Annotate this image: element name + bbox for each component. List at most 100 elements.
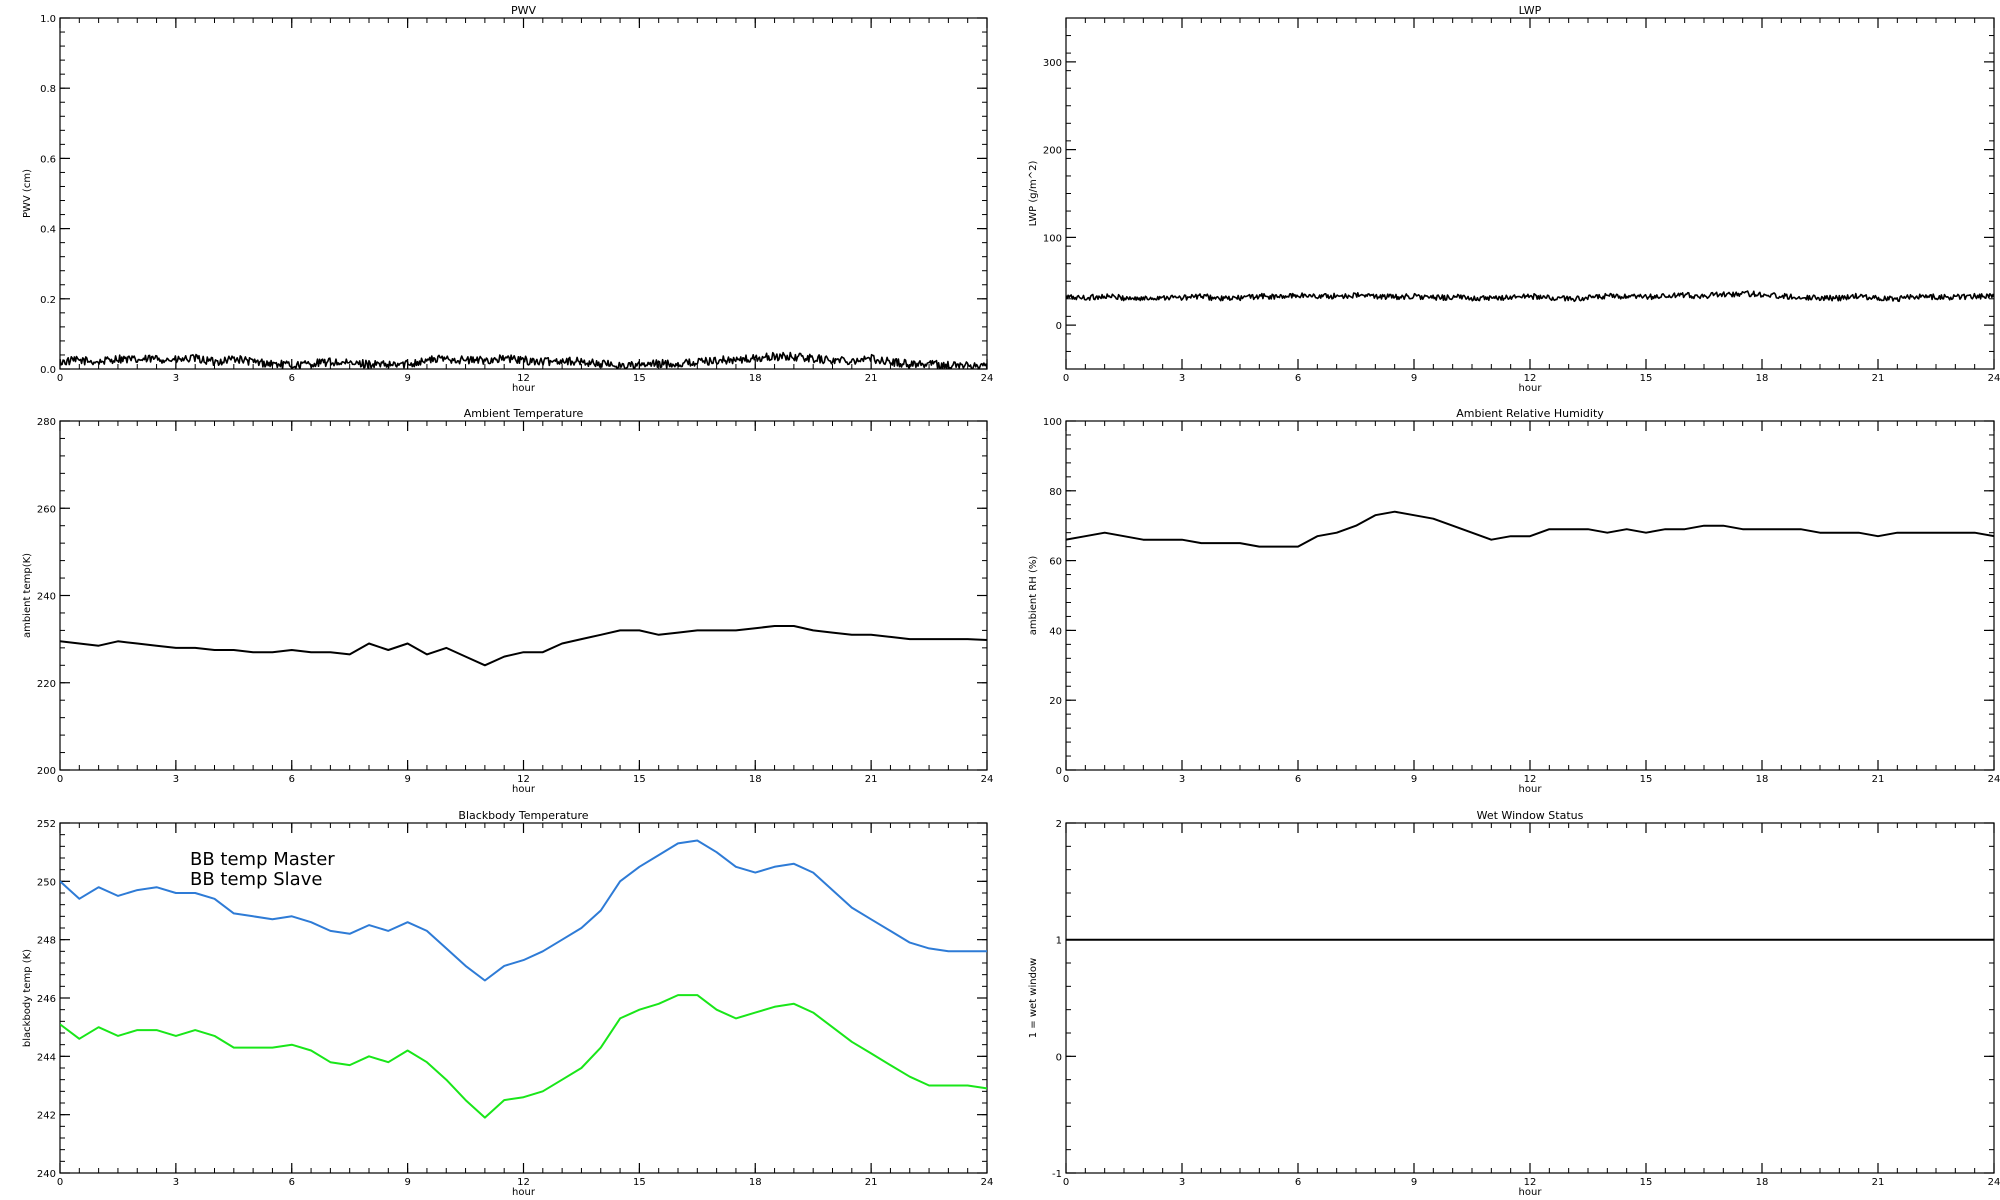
y-tick-label: 200 (1043, 146, 1062, 157)
x-tick-label: 21 (1872, 774, 1885, 785)
x-tick-label: 9 (404, 1177, 410, 1188)
y-tick-label: 200 (37, 766, 56, 777)
y-tick-label: 20 (1049, 696, 1062, 707)
x-tick-label: 9 (1411, 774, 1417, 785)
x-tick-label: 15 (633, 1177, 646, 1188)
x-tick-label: 0 (1063, 774, 1069, 785)
chart-title: Wet Window Status (1477, 809, 1584, 822)
x-tick-label: 15 (1640, 1177, 1653, 1188)
y-tick-label: 1 (1056, 936, 1062, 947)
x-tick-label: 12 (1524, 1177, 1537, 1188)
plot-frame (59, 17, 988, 370)
y-axis-label: blackbody temp (K) (22, 949, 33, 1047)
x-tick-label: 21 (865, 774, 878, 785)
chart-panel-4: 0 3 6 9 12 15 18 21 24 0 20 40 60 80 100 Ambient Relati… (1028, 407, 2000, 795)
x-tick-label: 12 (517, 774, 530, 785)
y-tick-label: 0.4 (40, 225, 56, 236)
y-tick-label: 244 (37, 1052, 56, 1063)
x-tick-label: 24 (1988, 373, 2000, 384)
chart-title: Ambient Relative Humidity (1456, 407, 1604, 420)
y-tick-label: 40 (1049, 626, 1062, 637)
x-tick-label: 3 (1179, 774, 1185, 785)
series-group (1066, 510, 1994, 548)
chart-title: Ambient Temperature (464, 407, 584, 420)
y-tick-label: 248 (37, 936, 56, 947)
x-axis-label: hour (1519, 784, 1543, 795)
x-tick-label: 6 (1295, 774, 1301, 785)
y-tick-label: 250 (37, 877, 56, 888)
x-tick-label: 12 (517, 373, 530, 384)
x-tick-label: 24 (981, 1177, 994, 1188)
chart-panel-3: 0 3 6 9 12 15 18 21 24 200 220 240 260 280 Ambient Tem… (22, 407, 993, 795)
x-tick-label: 3 (173, 373, 179, 384)
x-tick-label: 0 (57, 1177, 63, 1188)
y-tick-label: 100 (1043, 417, 1062, 428)
x-tick-label: 24 (981, 373, 994, 384)
series-group (60, 625, 987, 667)
series-line-bb-temp-master (60, 839, 987, 982)
chart-panel-5: 0 3 6 9 12 15 18 21 24 240 242 244 246 248 250 252 Black… (22, 809, 993, 1198)
plot-frame (1065, 420, 1995, 771)
series-group (60, 839, 987, 982)
x-tick-label: 12 (517, 1177, 530, 1188)
y-tick-label: 0.6 (40, 154, 56, 165)
plot-frame (1065, 822, 1995, 1174)
x-axis-label: hour (512, 383, 536, 394)
y-tick-label: -1 (1052, 1169, 1062, 1180)
x-tick-label: 0 (57, 373, 63, 384)
chart-title: Blackbody Temperature (458, 809, 588, 822)
y-tick-label: 280 (37, 417, 56, 428)
y-tick-label: 0.8 (40, 84, 56, 95)
y-tick-label: 100 (1043, 233, 1062, 244)
x-tick-label: 18 (749, 774, 762, 785)
series-group (60, 994, 987, 1119)
x-tick-label: 12 (1524, 373, 1537, 384)
x-tick-label: 18 (1756, 774, 1769, 785)
x-tick-label: 6 (1295, 373, 1301, 384)
series-line (60, 351, 987, 369)
y-tick-label: 0.2 (40, 295, 56, 306)
x-tick-label: 0 (1063, 373, 1069, 384)
series-line (1066, 290, 1994, 303)
x-tick-label: 3 (1179, 1177, 1185, 1188)
chart-title: PWV (511, 4, 537, 17)
series-line-bb-temp-slave (60, 994, 987, 1119)
y-tick-label: 0 (1056, 766, 1062, 777)
x-tick-label: 18 (1756, 373, 1769, 384)
y-tick-label: 240 (37, 592, 56, 603)
x-tick-label: 9 (404, 373, 410, 384)
x-tick-label: 24 (1988, 1177, 2000, 1188)
y-axis-label: 1 = wet window (1028, 958, 1039, 1038)
series-group (60, 351, 987, 369)
x-tick-label: 15 (633, 373, 646, 384)
y-tick-label: 0 (1056, 1052, 1062, 1063)
chart-title: LWP (1519, 4, 1542, 17)
y-axis-label: LWP (g/m^2) (1028, 161, 1039, 227)
y-tick-label: 300 (1043, 58, 1062, 69)
x-axis-label: hour (512, 784, 536, 795)
chart-panel-2: 0 3 6 9 12 15 18 21 24 0 100 200 300 LWP hour LWP (g/m^… (1028, 4, 2000, 394)
legend-entry: BB temp Slave (190, 869, 322, 890)
plot-frame (59, 420, 988, 771)
x-tick-label: 21 (865, 373, 878, 384)
y-tick-label: 0.0 (40, 365, 56, 376)
x-axis-label: hour (1519, 383, 1543, 394)
y-tick-label: 242 (37, 1111, 56, 1122)
x-tick-label: 9 (404, 774, 410, 785)
x-tick-label: 15 (633, 774, 646, 785)
x-axis-label: hour (512, 1187, 536, 1198)
x-tick-label: 6 (289, 1177, 295, 1188)
x-tick-label: 0 (1063, 1177, 1069, 1188)
x-tick-label: 21 (865, 1177, 878, 1188)
x-tick-label: 3 (173, 774, 179, 785)
y-tick-label: 60 (1049, 557, 1062, 568)
x-tick-label: 21 (1872, 373, 1885, 384)
chart-panel-1: 0 3 6 9 12 15 18 21 24 0.0 0.2 0.4 0.6 0.8 1.0 PWV hour P… (22, 4, 993, 394)
series-group (1066, 290, 1994, 303)
y-axis-label: ambient temp(K) (22, 553, 33, 638)
series-line (60, 625, 987, 667)
y-tick-label: 80 (1049, 487, 1062, 498)
x-tick-label: 3 (1179, 373, 1185, 384)
series-line (1066, 510, 1994, 548)
